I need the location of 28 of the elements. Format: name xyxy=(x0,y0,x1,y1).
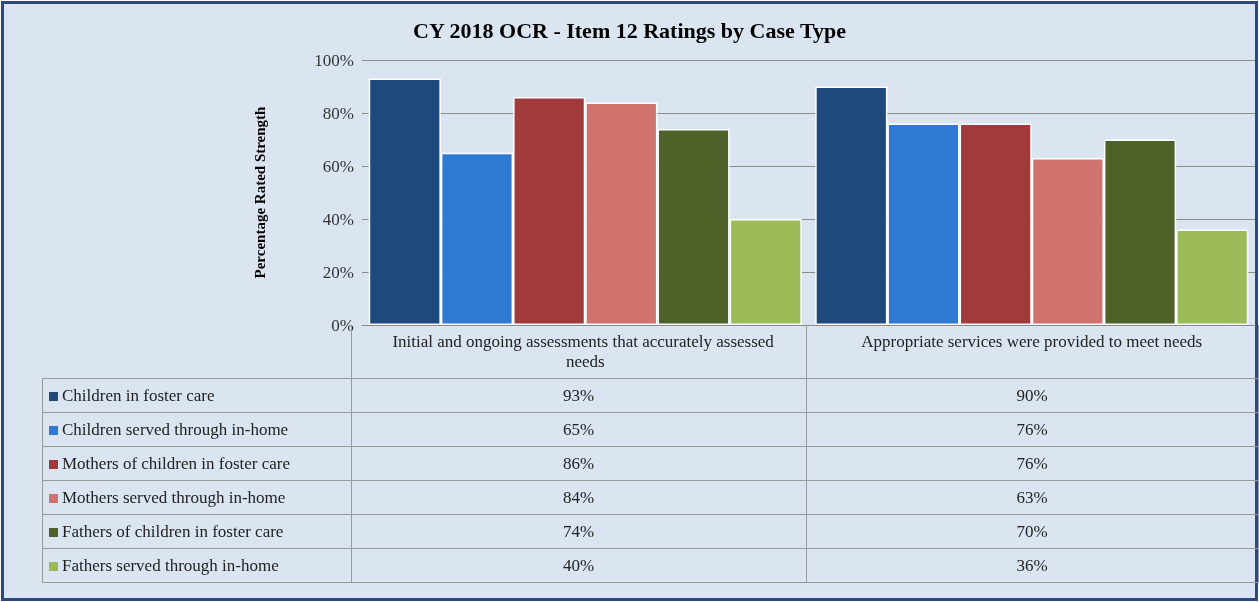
y-tick-label: 60% xyxy=(322,156,354,176)
y-tick-label: 80% xyxy=(322,103,354,123)
legend-label: Fathers of children in foster care xyxy=(62,521,284,541)
data-label: 86% xyxy=(351,446,806,481)
data-label: 63% xyxy=(806,480,1258,515)
data-label: 70% xyxy=(806,514,1258,549)
legend-label: Fathers served through in-home xyxy=(62,555,279,575)
data-label: 90% xyxy=(806,378,1258,413)
y-tick-label: 100% xyxy=(314,50,354,70)
data-label: 36% xyxy=(806,548,1258,583)
y-tick-label: 40% xyxy=(322,209,354,229)
chart-title: CY 2018 OCR - Item 12 Ratings by Case Type xyxy=(413,17,847,43)
legend-label: Children served through in-home xyxy=(62,419,289,439)
y-tick-label: 20% xyxy=(322,262,354,282)
legend-label: Mothers served through in-home xyxy=(62,487,286,507)
y-tick-label: 0% xyxy=(331,315,354,335)
legend-label: Children in foster care xyxy=(62,385,215,405)
x-tick-label: Initial and ongoing assessments that accurately assessed needs xyxy=(392,331,779,371)
y-axis-title: Percentage Rated Strength xyxy=(251,105,268,279)
x-tick-label: Appropriate services were provided to meet needs xyxy=(861,331,1203,351)
data-label: 93% xyxy=(351,378,806,413)
data-label: 84% xyxy=(351,480,806,515)
data-label: 74% xyxy=(351,514,806,549)
data-label: 40% xyxy=(351,548,806,583)
data-label: 76% xyxy=(806,412,1258,447)
data-label: 76% xyxy=(806,446,1258,481)
data-label: 65% xyxy=(351,412,806,447)
legend-label: Mothers of children in foster care xyxy=(62,453,290,473)
